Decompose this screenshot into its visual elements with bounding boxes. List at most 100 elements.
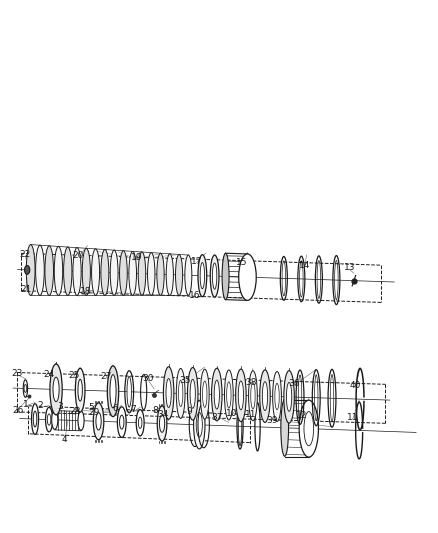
Ellipse shape (110, 375, 116, 408)
Ellipse shape (46, 407, 53, 432)
Ellipse shape (101, 249, 109, 295)
Ellipse shape (64, 247, 72, 295)
Ellipse shape (212, 263, 217, 289)
Ellipse shape (176, 368, 185, 418)
Text: 11: 11 (347, 413, 358, 422)
Ellipse shape (212, 368, 222, 421)
Ellipse shape (200, 263, 205, 289)
Ellipse shape (198, 255, 207, 297)
Ellipse shape (129, 252, 137, 295)
Ellipse shape (187, 368, 198, 420)
Ellipse shape (236, 369, 246, 422)
Ellipse shape (159, 415, 165, 432)
Ellipse shape (251, 383, 255, 409)
Text: 28: 28 (70, 407, 81, 416)
Text: 18: 18 (80, 287, 91, 296)
Text: 20: 20 (72, 251, 84, 260)
Ellipse shape (262, 382, 268, 410)
Ellipse shape (281, 399, 289, 456)
Ellipse shape (210, 255, 219, 297)
Text: 2: 2 (38, 401, 43, 410)
Text: 7: 7 (131, 405, 137, 414)
Text: 10: 10 (226, 409, 238, 418)
Ellipse shape (179, 380, 183, 407)
Text: 14: 14 (299, 261, 310, 270)
Text: 5: 5 (88, 403, 94, 412)
Ellipse shape (96, 413, 101, 430)
Ellipse shape (176, 254, 183, 295)
Text: 34: 34 (157, 410, 169, 419)
Ellipse shape (249, 371, 257, 421)
Text: 30: 30 (142, 374, 154, 383)
Ellipse shape (272, 372, 281, 422)
Ellipse shape (284, 370, 294, 423)
Text: 9: 9 (186, 407, 192, 416)
Ellipse shape (110, 250, 118, 295)
Ellipse shape (53, 377, 59, 402)
Text: 35: 35 (179, 376, 191, 385)
Ellipse shape (120, 415, 124, 429)
Ellipse shape (166, 254, 173, 295)
Ellipse shape (157, 406, 167, 441)
Ellipse shape (286, 383, 292, 411)
Text: 38: 38 (245, 378, 256, 387)
Text: 39: 39 (266, 416, 277, 425)
Text: 16: 16 (189, 292, 201, 301)
Ellipse shape (117, 407, 126, 438)
Ellipse shape (93, 403, 104, 440)
Ellipse shape (196, 413, 202, 437)
Ellipse shape (75, 368, 85, 412)
Text: 24: 24 (43, 370, 55, 379)
Ellipse shape (224, 370, 233, 420)
Ellipse shape (23, 379, 28, 397)
Ellipse shape (82, 248, 90, 295)
Text: 8: 8 (152, 406, 158, 415)
Ellipse shape (214, 380, 219, 409)
Text: 27: 27 (100, 373, 112, 382)
Ellipse shape (54, 246, 63, 295)
Ellipse shape (33, 411, 37, 427)
Text: 11: 11 (245, 409, 256, 418)
Text: 13: 13 (344, 263, 355, 272)
Ellipse shape (194, 401, 205, 449)
Ellipse shape (47, 414, 51, 425)
Ellipse shape (239, 254, 256, 301)
Ellipse shape (45, 246, 53, 295)
Ellipse shape (201, 369, 209, 419)
Ellipse shape (163, 367, 174, 419)
Ellipse shape (148, 253, 155, 295)
Ellipse shape (107, 366, 119, 417)
Text: 4: 4 (62, 434, 67, 443)
Ellipse shape (25, 265, 30, 274)
Ellipse shape (26, 245, 35, 295)
Text: 36: 36 (289, 379, 300, 389)
Ellipse shape (35, 245, 44, 295)
Text: 26: 26 (13, 406, 24, 415)
Ellipse shape (32, 403, 39, 434)
Ellipse shape (227, 382, 231, 408)
Text: 6: 6 (112, 405, 118, 414)
Ellipse shape (78, 379, 82, 401)
Ellipse shape (275, 383, 279, 410)
Ellipse shape (73, 248, 81, 295)
Ellipse shape (127, 376, 131, 407)
Text: 22: 22 (20, 250, 31, 259)
Ellipse shape (299, 400, 318, 457)
Text: 1: 1 (22, 400, 28, 409)
Text: 17: 17 (191, 257, 202, 266)
Ellipse shape (185, 255, 192, 295)
Ellipse shape (50, 364, 62, 415)
Ellipse shape (120, 251, 127, 295)
Ellipse shape (166, 378, 171, 408)
Text: 15: 15 (236, 259, 247, 268)
Text: 37: 37 (211, 413, 223, 422)
Text: 3: 3 (57, 402, 64, 411)
Ellipse shape (92, 249, 99, 295)
Ellipse shape (157, 253, 164, 295)
Ellipse shape (260, 370, 270, 422)
Ellipse shape (52, 410, 58, 430)
Ellipse shape (190, 379, 195, 408)
Text: 29: 29 (88, 408, 100, 417)
Text: 21: 21 (21, 285, 32, 294)
Ellipse shape (78, 411, 84, 430)
